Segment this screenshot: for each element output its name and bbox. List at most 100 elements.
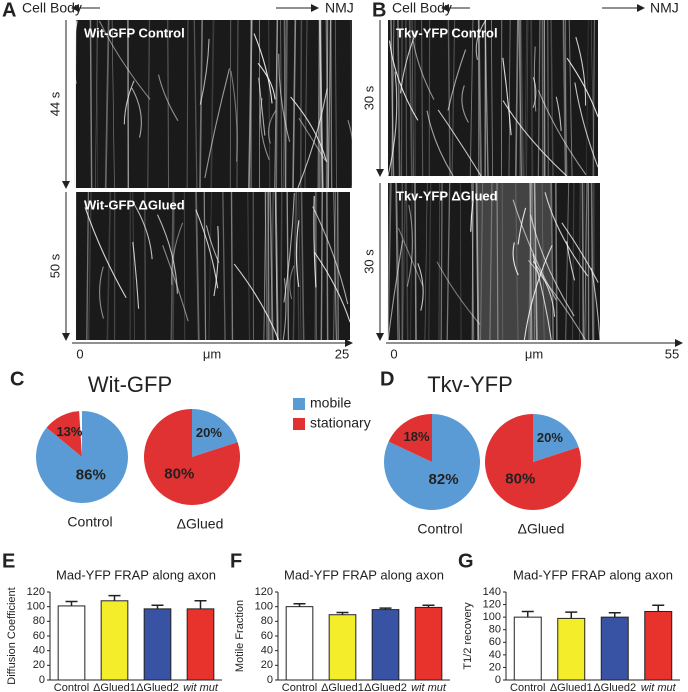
kymo-streak: [183, 191, 186, 341]
y-tick-label: 100: [483, 611, 501, 623]
kymo-streak: [550, 19, 554, 177]
kymo-streak: [314, 191, 318, 341]
kymo-trace: [204, 68, 231, 179]
y-tick-label: 40: [33, 645, 45, 657]
kymo-streak: [491, 19, 493, 177]
kymo-streak: [529, 182, 532, 341]
kymo-trace: [84, 207, 127, 299]
x-tick-label: ΔGlued1: [550, 682, 593, 692]
kymo-streak: [172, 191, 175, 341]
kymo-trace: [313, 195, 317, 288]
pie-slice: [388, 414, 432, 462]
kymo-streak: [111, 19, 115, 189]
kymograph: [386, 182, 601, 341]
time-label: 30 s: [361, 85, 376, 110]
kymo-trace: [533, 46, 537, 112]
kymo-trace: [298, 117, 326, 161]
kymo-trace: [532, 77, 537, 108]
pie-slice: [35, 411, 128, 504]
pie-label: 20%: [537, 430, 563, 445]
kymo-streak: [286, 191, 290, 341]
bar: [600, 616, 629, 681]
y-tick-label: 80: [489, 624, 501, 636]
kymo-trace: [347, 120, 355, 189]
kymo-trace: [123, 80, 135, 125]
y-tick-label: 100: [27, 601, 45, 613]
track-label: Tkv-YFP ΔGlued: [396, 188, 498, 203]
pie-caption: ΔGlued: [518, 521, 565, 537]
error-bar: [521, 610, 534, 618]
right-label: NMJ: [650, 0, 679, 16]
kymograph-image: [388, 20, 598, 176]
x-axis-unit: μm: [525, 346, 543, 361]
x-tick-label: ΔGlued1: [321, 682, 364, 692]
y-tick-label: 60: [261, 630, 273, 642]
kymo-streak: [526, 19, 529, 177]
bar: [100, 600, 129, 681]
kymo-streak: [274, 191, 278, 341]
y-tick-label: 0: [267, 674, 273, 686]
bar: [328, 614, 357, 681]
kymo-trace: [313, 251, 351, 323]
y-tick-label: 120: [27, 586, 45, 598]
chart-title: Mad-YFP FRAP along axon: [56, 567, 216, 582]
kymo-trace: [267, 110, 277, 144]
kymo-streak: [334, 19, 338, 189]
pie-label: 80%: [164, 465, 194, 482]
kymo-streak: [333, 191, 337, 341]
legend-swatch: [293, 398, 305, 410]
y-tick-label: 80: [33, 615, 45, 627]
kymo-streak: [132, 191, 135, 341]
x-axis-unit: μm: [203, 346, 221, 361]
kymo-streak: [584, 182, 588, 341]
kymo-streak: [222, 191, 226, 341]
time-label: 50 s: [47, 253, 62, 278]
kymo-streak: [550, 182, 554, 341]
track-label: Tkv-YFP Control: [396, 25, 498, 40]
panel-letter: G: [458, 550, 474, 572]
kymo-streak: [562, 19, 567, 177]
kymo-trace: [502, 100, 568, 177]
kymo-trace: [312, 206, 349, 305]
kymo-streak: [590, 19, 595, 177]
kymo-streak: [267, 191, 270, 341]
kymo-streak: [446, 182, 451, 341]
kymo-streak: [541, 19, 544, 177]
kymo-streak: [230, 191, 234, 341]
error-bar: [108, 594, 121, 601]
error-bar: [379, 607, 392, 610]
y-tick-label: 0: [495, 674, 501, 686]
pie-group-title: Tkv-YFP: [427, 372, 513, 397]
legend-label: mobile: [310, 395, 351, 411]
kymo-streak: [518, 19, 523, 177]
kymo-streak: [333, 191, 336, 341]
error-bar: [151, 604, 164, 609]
kymo-streak: [284, 19, 288, 189]
kymo-streak: [320, 191, 323, 341]
kymo-streak: [299, 19, 303, 189]
pie-label: 82%: [429, 471, 459, 488]
error-bar: [336, 611, 349, 615]
kymo-streak: [568, 19, 573, 177]
kymo-streak: [96, 19, 99, 189]
kymo-streak: [193, 19, 198, 189]
kymo-streak: [248, 19, 253, 189]
kymo-trace: [132, 202, 153, 260]
kymo-trace: [447, 49, 467, 111]
kymo-streak: [264, 191, 268, 341]
kymo-streak: [396, 182, 400, 341]
bar: [285, 606, 314, 681]
legend-label: stationary: [310, 415, 371, 431]
y-tick-label: 20: [33, 659, 45, 671]
kymo-streak: [314, 191, 318, 341]
kymo-trace: [99, 266, 104, 319]
kymo-streak: [317, 19, 321, 189]
kymo-streak: [298, 191, 302, 341]
kymograph: [73, 19, 355, 189]
kymo-streak: [590, 182, 594, 341]
kymo-streak: [411, 19, 414, 177]
x-tick-label: ΔGlued2: [593, 682, 636, 692]
kymo-streak: [89, 19, 93, 189]
kymo-streak: [592, 19, 596, 177]
